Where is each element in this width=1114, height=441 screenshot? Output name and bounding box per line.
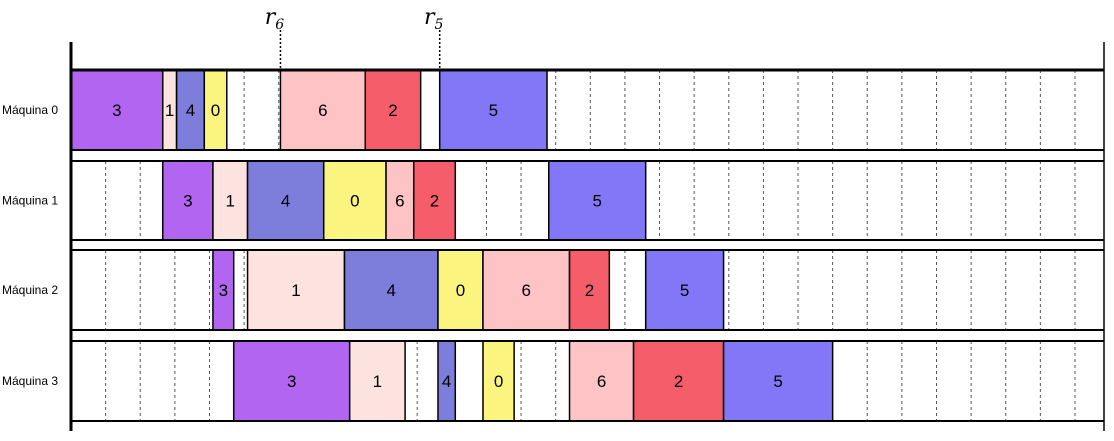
marker-letter: r [424, 5, 436, 30]
job-bar-m1-job-2 [412, 160, 457, 241]
job-bar-m1-job-5 [548, 160, 647, 241]
job-label-m3-job-1: 1 [373, 372, 382, 391]
job-label-m0-job-2: 2 [388, 101, 397, 120]
job-label-m0-job-0: 0 [211, 101, 220, 120]
job-label-m2-job-4: 4 [387, 281, 396, 300]
marker-subscript: 5 [435, 17, 444, 33]
job-label-m3-job-2: 2 [674, 372, 683, 391]
machine-label-1: Máquina 1 [2, 194, 58, 208]
job-label-m1-job-2: 2 [430, 192, 439, 211]
job-bar-m1-job-3 [161, 160, 214, 241]
machine-labels: Máquina 0 Máquina 1 Máquina 2 Máquina 3 [2, 103, 58, 388]
job-bar-m0-job-3 [70, 69, 164, 151]
job-label-m1-job-1: 1 [226, 192, 235, 211]
job-label-m0-job-5: 5 [489, 101, 498, 120]
marker-label-r6: r6 [265, 5, 285, 33]
job-label-m1-job-5: 5 [592, 192, 601, 211]
job-label-m0-job-6: 6 [318, 101, 327, 120]
job-label-m2-job-5: 5 [680, 281, 689, 300]
job-bar-m2-job-5 [644, 249, 725, 331]
job-label-m1-job-4: 4 [281, 192, 290, 211]
job-label-m2-job-1: 1 [291, 281, 300, 300]
job-label-m3-job-5: 5 [773, 372, 782, 391]
machine-label-3: Máquina 3 [2, 374, 58, 388]
machine-label-2: Máquina 2 [2, 283, 58, 297]
job-label-m2-job-2: 2 [585, 281, 594, 300]
job-bars: 3 1 4 0 6 2 53 1 4 0 6 2 53 1 4 0 6 2 53 1 4 0 6 2 5 [70, 69, 834, 422]
job-bar-m0-job-2 [364, 69, 422, 151]
job-label-m0-job-4: 4 [186, 101, 195, 120]
job-label-m0-job-1: 1 [165, 101, 174, 120]
marker-label-r5: r5 [424, 5, 444, 33]
job-bar-m1-job-4 [246, 160, 325, 241]
job-label-m3-job-4: 4 [442, 372, 451, 391]
job-label-m2-job-0: 0 [456, 281, 465, 300]
machine-frames [69, 42, 1105, 431]
marker-subscript: 6 [275, 17, 284, 33]
job-bar-m1-job-6 [385, 160, 415, 241]
job-label-m2-job-3: 3 [219, 281, 228, 300]
job-bar-m3-job-5 [722, 340, 834, 422]
job-bar-m0-job-6 [279, 69, 367, 151]
job-label-m1-job-6: 6 [395, 192, 404, 211]
job-label-m0-job-3: 3 [112, 101, 121, 120]
job-bar-m2-job-2 [568, 249, 611, 331]
job-bar-m2-job-4 [343, 249, 439, 331]
job-label-m2-job-6: 6 [522, 281, 531, 300]
machine-label-0: Máquina 0 [2, 103, 58, 117]
job-label-m3-job-6: 6 [597, 372, 606, 391]
marker-letter: r [265, 5, 277, 30]
release-markers: r6 r5 [265, 5, 444, 72]
job-label-m1-job-0: 0 [350, 192, 359, 211]
job-bar-m3-job-0 [482, 340, 515, 422]
job-label-m1-job-3: 3 [183, 192, 192, 211]
job-label-m3-job-0: 0 [494, 372, 503, 391]
job-bar-m3-job-2 [632, 340, 725, 422]
job-label-m3-job-3: 3 [287, 372, 296, 391]
